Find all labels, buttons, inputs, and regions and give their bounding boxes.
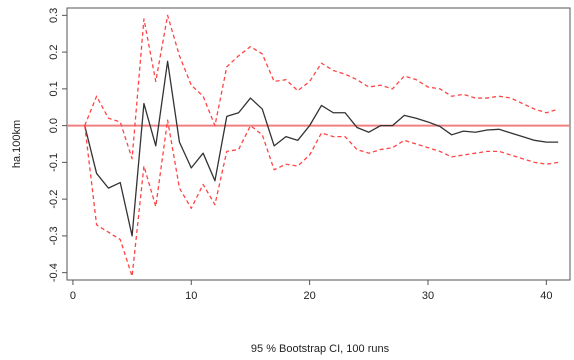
y-tick-label: -0.3: [48, 226, 60, 245]
x-tick-label: 0: [70, 290, 76, 302]
series-line-upper-ci: [84, 14, 559, 160]
y-tick-label: -0.1: [48, 153, 60, 172]
y-tick-label: 0.0: [48, 118, 60, 133]
x-tick-label: 20: [303, 290, 315, 302]
y-tick-label: -0.2: [48, 190, 60, 209]
x-tick-label: 10: [185, 290, 197, 302]
y-tick-label: 0.3: [48, 8, 60, 23]
chart-caption: 95 % Bootstrap CI, 100 runs: [251, 343, 390, 355]
y-tick-label: -0.4: [48, 263, 60, 282]
plot-frame: [66, 7, 571, 281]
x-tick-label: 30: [422, 290, 434, 302]
series-line-response: [84, 60, 559, 237]
y-tick-label: 0.1: [48, 81, 60, 96]
y-axis-title: ha.100km: [11, 120, 23, 168]
x-tick-label: 40: [540, 290, 552, 302]
y-tick-label: 0.2: [48, 44, 60, 59]
series-line-lower-ci: [84, 119, 559, 277]
